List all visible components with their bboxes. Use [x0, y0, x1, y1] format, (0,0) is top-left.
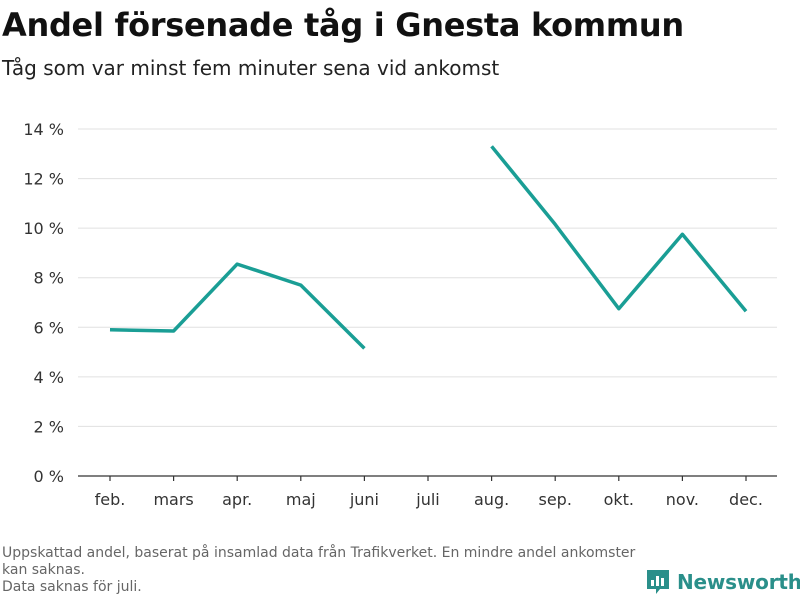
y-tick-label: 6 %	[34, 318, 64, 337]
series-line	[109, 262, 366, 350]
footnote: Uppskattad andel, baserat på insamlad da…	[2, 545, 642, 596]
footnote-source: Uppskattad andel, baserat på insamlad da…	[2, 545, 636, 578]
y-tick-label: 8 %	[34, 269, 64, 288]
chart-title: Andel försenade tåg i Gnesta kommun	[2, 6, 684, 44]
x-tick-label: maj	[286, 490, 316, 509]
line-chart: 0 % 2 % 4 % 6 % 8 % 10 % 12 % 14 % feb. mars apr.…	[23, 120, 777, 509]
y-tick-label: 10 %	[23, 219, 64, 238]
grid-lines	[78, 128, 777, 427]
x-axis: feb. mars apr. maj juni juli aug. sep. okt. nov. d…	[78, 475, 777, 509]
footnote-missing-data: Data saknas för juli.	[2, 579, 142, 595]
newsworthy-logo-icon	[647, 570, 669, 594]
series-layer	[109, 145, 748, 350]
y-tick-label: 14 %	[23, 120, 64, 139]
chart-subtitle: Tåg som var minst fem minuter sena vid a…	[2, 56, 500, 80]
y-tick-label: 4 %	[34, 368, 64, 387]
x-tick-label: juli	[415, 490, 439, 509]
y-axis: 0 % 2 % 4 % 6 % 8 % 10 % 12 % 14 %	[23, 120, 64, 486]
x-tick-label: juni	[349, 490, 379, 509]
x-tick-label: dec.	[729, 490, 763, 509]
x-tick-label: mars	[153, 490, 193, 509]
x-tick-label: sep.	[538, 490, 571, 509]
series-line	[490, 145, 748, 313]
y-tick-label: 0 %	[34, 467, 64, 486]
brand-name: Newsworthy	[677, 570, 800, 594]
x-tick-label: feb.	[95, 490, 126, 509]
x-tick-label: apr.	[222, 490, 252, 509]
x-tick-label: nov.	[666, 490, 699, 509]
brand: Newsworthy	[645, 568, 800, 596]
y-tick-label: 2 %	[34, 417, 64, 436]
x-tick-label: aug.	[474, 490, 509, 509]
y-tick-label: 12 %	[23, 170, 64, 189]
x-tick-label: okt.	[604, 490, 634, 509]
